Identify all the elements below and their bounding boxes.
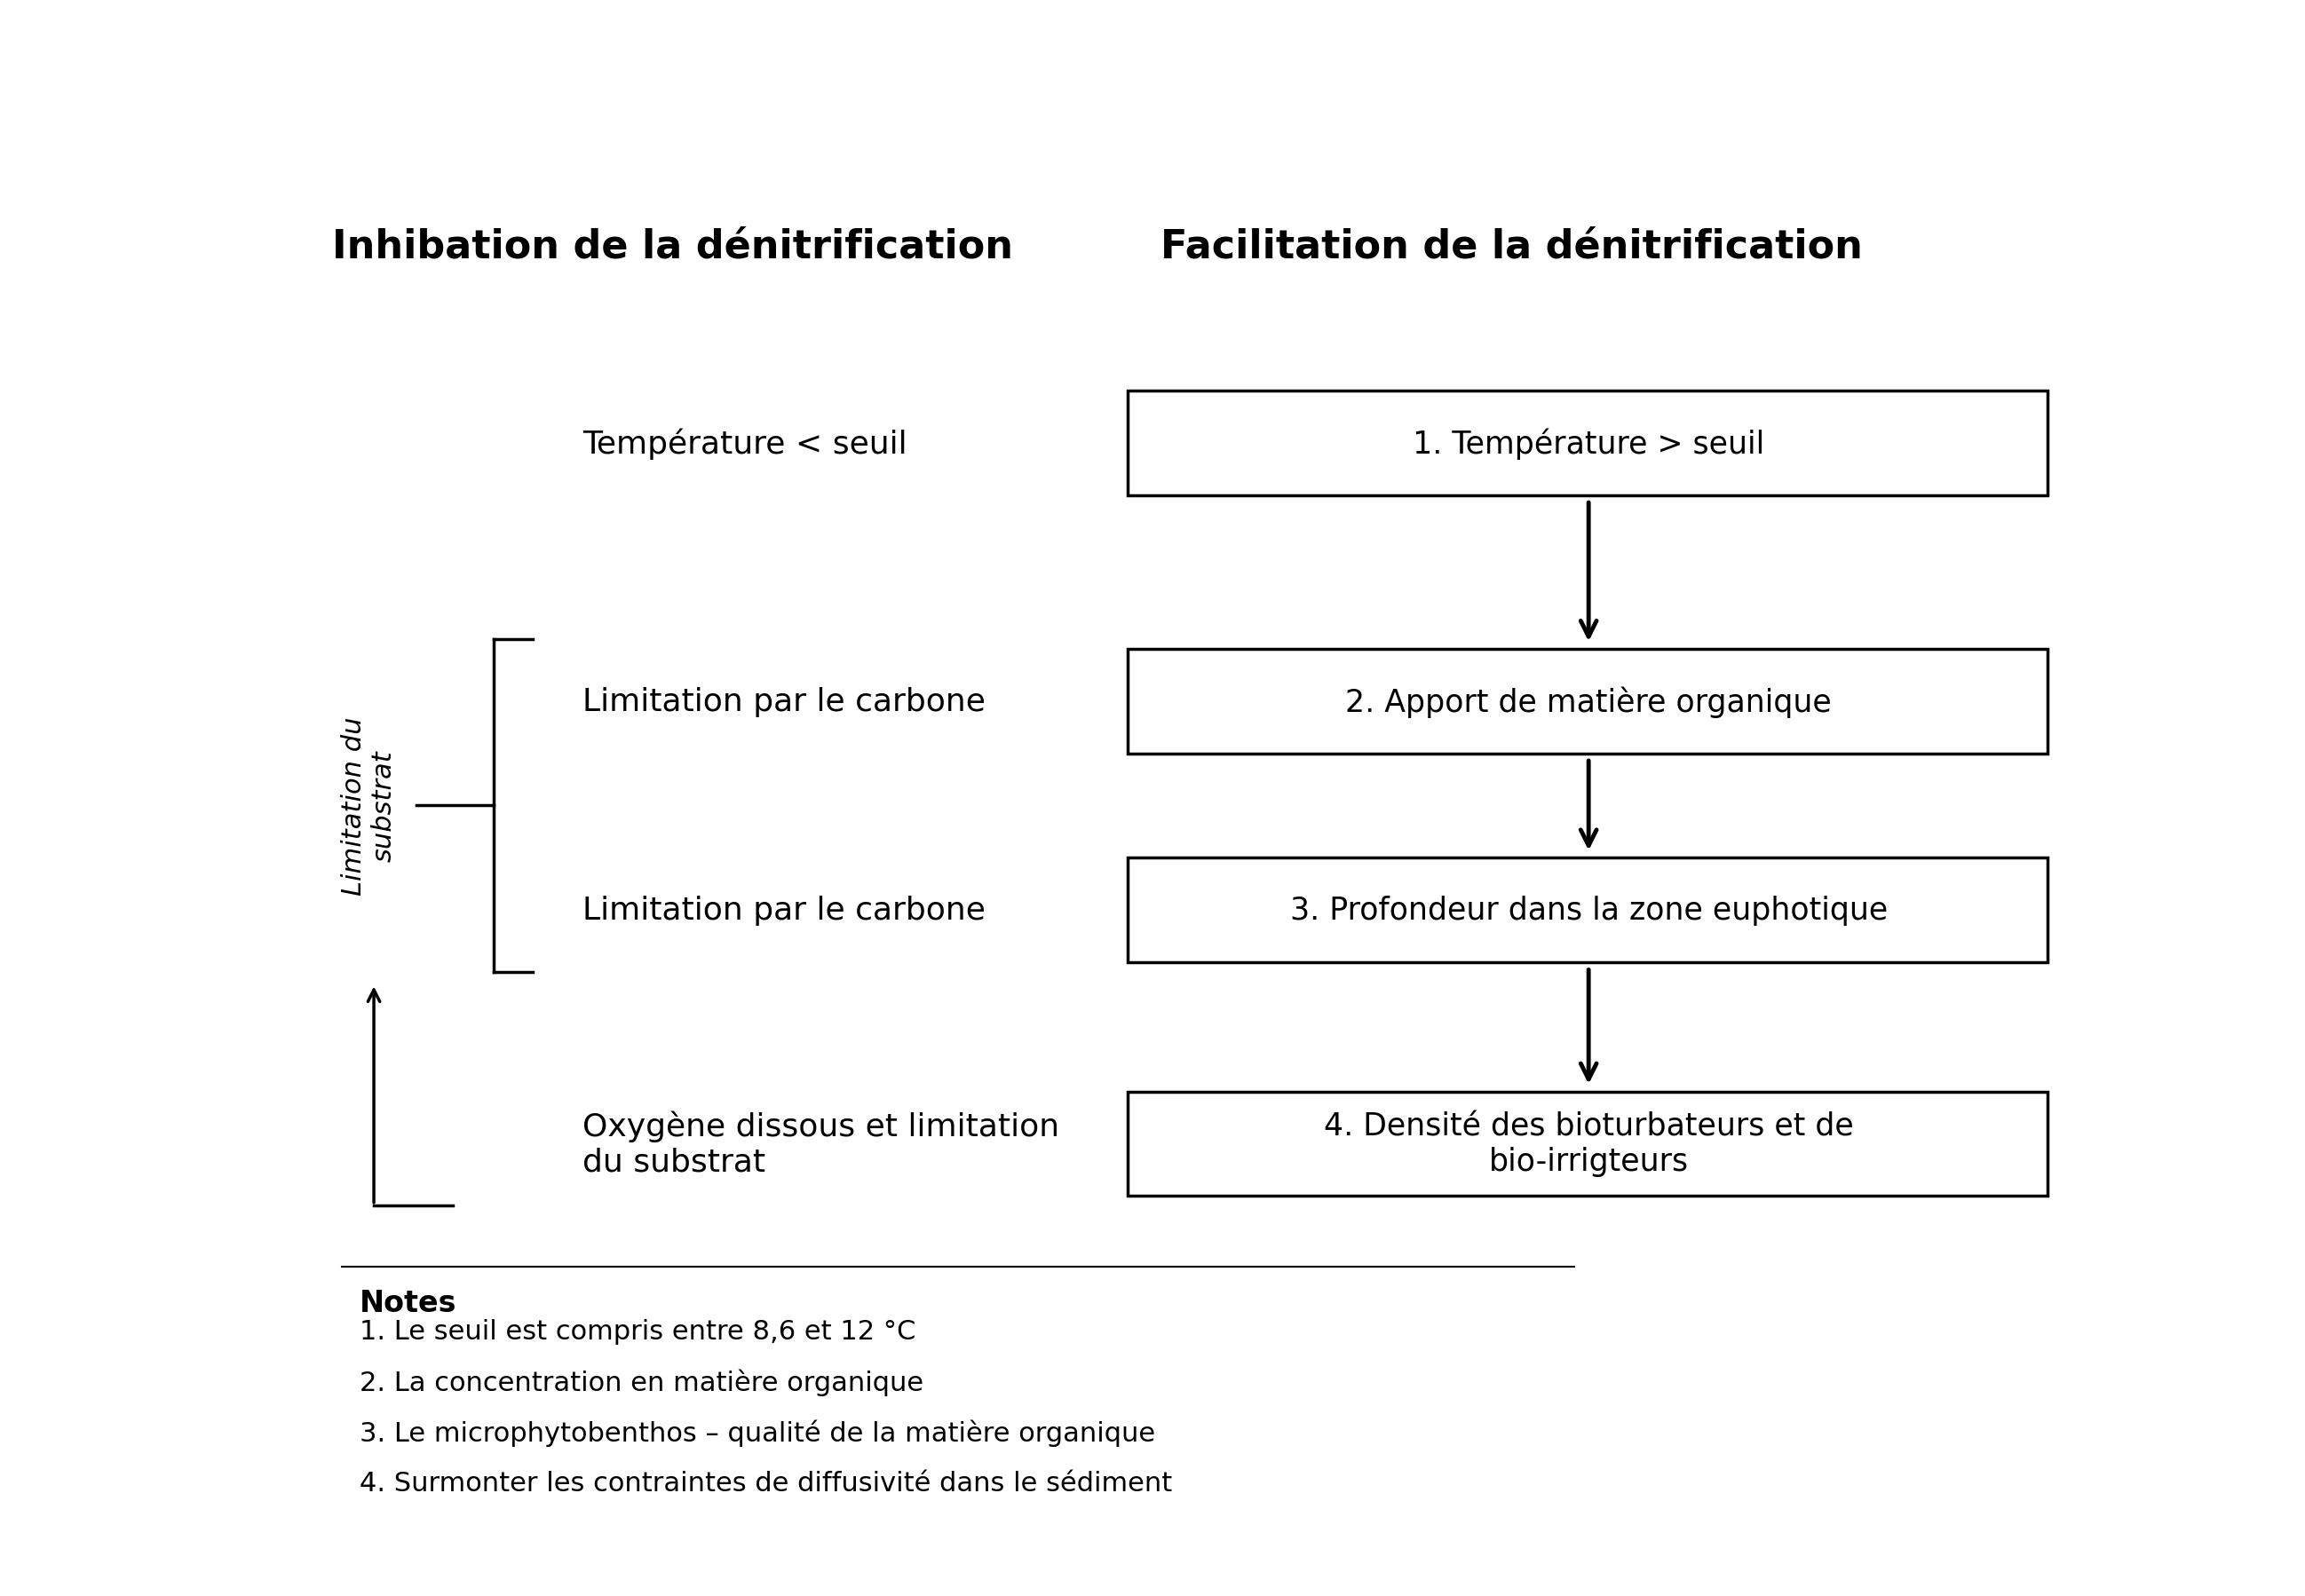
Text: Notes: Notes bbox=[360, 1288, 456, 1317]
Text: 2. Apport de matière organique: 2. Apport de matière organique bbox=[1346, 686, 1832, 717]
Text: 4. Densité des bioturbateurs et de
bio-irrigteurs: 4. Densité des bioturbateurs et de bio-i… bbox=[1323, 1111, 1853, 1176]
Text: 3. Le microphytobenthos – qualité de la matière organique: 3. Le microphytobenthos – qualité de la … bbox=[360, 1419, 1155, 1446]
Text: 1. Température > seuil: 1. Température > seuil bbox=[1413, 428, 1766, 460]
FancyBboxPatch shape bbox=[1127, 859, 2047, 962]
Text: Oxygène dissous et limitation
du substrat: Oxygène dissous et limitation du substra… bbox=[583, 1111, 1060, 1178]
FancyBboxPatch shape bbox=[1127, 1092, 2047, 1195]
Text: 1. Le seuil est compris entre 8,6 et 12 °C: 1. Le seuil est compris entre 8,6 et 12 … bbox=[360, 1318, 915, 1344]
Text: Limitation par le carbone: Limitation par le carbone bbox=[583, 895, 987, 926]
Text: 4. Surmonter les contraintes de diffusivité dans le sédiment: 4. Surmonter les contraintes de diffusiv… bbox=[360, 1470, 1173, 1495]
Text: 3. Profondeur dans la zone euphotique: 3. Profondeur dans la zone euphotique bbox=[1291, 895, 1888, 926]
Text: 2. La concentration en matière organique: 2. La concentration en matière organique bbox=[360, 1369, 924, 1396]
Text: Limitation par le carbone: Limitation par le carbone bbox=[583, 686, 987, 717]
Text: Limitation du
substrat: Limitation du substrat bbox=[341, 717, 396, 895]
Text: Facilitation de la dénitrification: Facilitation de la dénitrification bbox=[1162, 228, 1862, 267]
Text: Température < seuil: Température < seuil bbox=[583, 428, 908, 460]
FancyBboxPatch shape bbox=[1127, 391, 2047, 496]
Text: Inhibation de la dénitrification: Inhibation de la dénitrification bbox=[332, 228, 1012, 267]
FancyBboxPatch shape bbox=[1127, 650, 2047, 753]
